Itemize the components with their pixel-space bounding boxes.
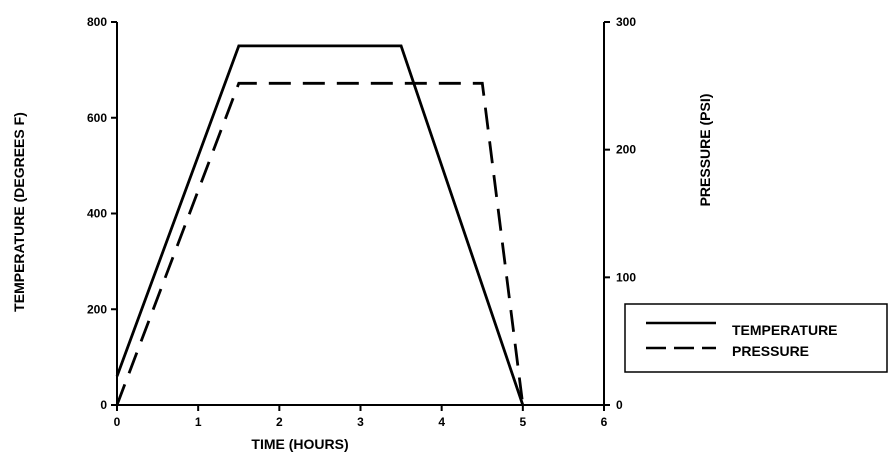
legend-label-pressure: PRESSURE xyxy=(732,343,809,359)
x-axis-title: TIME (HOURS) xyxy=(251,436,348,452)
legend-label-temperature: TEMPERATURE xyxy=(732,322,838,338)
legend: TEMPERATURE PRESSURE xyxy=(624,303,888,373)
x-tick-label: 5 xyxy=(519,415,526,429)
y-left-tick-label: 600 xyxy=(87,111,107,125)
y-right-axis-title: PRESSURE (PSI) xyxy=(697,94,713,207)
chart-series xyxy=(115,44,525,406)
series-line-temperature xyxy=(115,44,525,406)
y-left-tick-label: 800 xyxy=(87,15,107,29)
x-tick-label: 3 xyxy=(357,415,364,429)
x-tick-label: 0 xyxy=(114,415,121,429)
y-right-tick-label: 200 xyxy=(616,143,636,157)
y-right-tick-label: 300 xyxy=(616,15,636,29)
x-tick-label: 2 xyxy=(276,415,283,429)
y-left-tick-label: 200 xyxy=(87,302,107,316)
legend-box xyxy=(624,303,888,373)
y-left-tick-label: 400 xyxy=(87,207,107,221)
x-tick-label: 4 xyxy=(438,415,445,429)
y-left-tick-label: 0 xyxy=(100,398,107,412)
y-right-tick-label: 0 xyxy=(616,398,623,412)
y-right-tick-label: 100 xyxy=(616,270,636,284)
x-tick-label: 6 xyxy=(601,415,608,429)
series-line-pressure xyxy=(115,81,525,406)
y-left-axis-title: TEMPERATURE (DEGREES F) xyxy=(11,112,27,312)
x-tick-label: 1 xyxy=(195,415,202,429)
